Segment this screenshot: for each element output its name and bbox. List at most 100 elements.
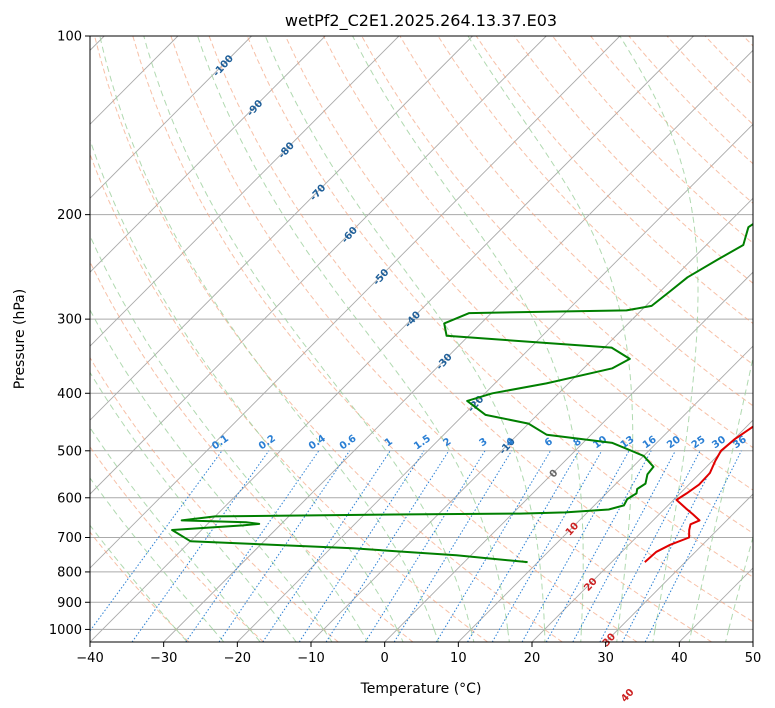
mixing-ratio-line bbox=[90, 450, 223, 632]
dry-adiabat bbox=[90, 152, 488, 642]
moist-adiabat bbox=[688, 629, 693, 642]
isotherm-line bbox=[90, 36, 400, 347]
moist-adiabat bbox=[197, 36, 509, 630]
dry-adiabat bbox=[361, 36, 753, 449]
isotherm-label: 40 bbox=[619, 687, 637, 705]
moist-adiabat bbox=[286, 629, 297, 642]
y-tick-label: 200 bbox=[57, 208, 82, 223]
dewpoint-profile bbox=[171, 222, 753, 564]
isotherm-line bbox=[90, 36, 547, 495]
moist-adiabat bbox=[90, 477, 214, 630]
y-tick-label: 700 bbox=[57, 531, 82, 546]
moist-adiabat bbox=[691, 355, 753, 630]
mixing-ratio-line bbox=[545, 450, 652, 642]
x-tick-label: 20 bbox=[524, 651, 541, 666]
profiles bbox=[171, 222, 753, 564]
moist-adiabat bbox=[507, 629, 510, 642]
moist-adiabat bbox=[359, 629, 369, 642]
isotherm-line bbox=[384, 271, 753, 642]
moist-adiabat bbox=[90, 308, 324, 630]
y-tick-label: 300 bbox=[57, 313, 82, 328]
isotherm-line bbox=[458, 345, 753, 642]
isotherm-line bbox=[237, 123, 753, 642]
dry-adiabat bbox=[170, 36, 712, 642]
y-tick-label: 600 bbox=[57, 491, 82, 506]
dry-adiabat bbox=[90, 446, 264, 642]
isotherm-line bbox=[605, 493, 753, 642]
x-axis: −40 −30 −20 −10 0 10 20 30 40 50 bbox=[76, 642, 761, 666]
plot-area bbox=[90, 36, 753, 642]
mixing-ratio-line bbox=[218, 450, 351, 642]
dry-adiabat bbox=[208, 36, 753, 623]
mixing-ratio-line bbox=[572, 450, 676, 642]
y-tick-label: 400 bbox=[57, 387, 82, 402]
chart-title: wetPf2_C2E1.2025.264.13.37.E03 bbox=[285, 11, 557, 31]
background-lines bbox=[90, 36, 753, 642]
plot-frame bbox=[89, 35, 754, 643]
mixing-ratio-line bbox=[325, 450, 450, 642]
dry-adiabat bbox=[284, 36, 753, 534]
dry-adiabat bbox=[90, 356, 339, 642]
y-tick-label: 800 bbox=[57, 565, 82, 580]
moist-adiabat bbox=[90, 234, 361, 630]
moist-adiabat bbox=[470, 629, 475, 642]
isotherm-line bbox=[90, 36, 326, 273]
moist-adiabat bbox=[212, 629, 225, 642]
moist-adiabat bbox=[728, 535, 753, 630]
mixing-ratio-line bbox=[644, 450, 742, 642]
x-tick-label: −20 bbox=[224, 651, 251, 666]
mixing-ratio-line bbox=[393, 450, 513, 642]
x-tick-label: 10 bbox=[450, 651, 467, 666]
moist-adiabat bbox=[143, 36, 472, 630]
y-tick-label: 100 bbox=[57, 30, 82, 45]
dry-adiabat bbox=[132, 36, 638, 642]
x-tick-label: −10 bbox=[297, 651, 324, 666]
dry-adiabat bbox=[246, 36, 753, 578]
moist-adiabat bbox=[616, 629, 619, 642]
y-tick-label: 1000 bbox=[49, 623, 82, 638]
mixing-ratio-line bbox=[131, 450, 270, 642]
moist-adiabat bbox=[90, 371, 288, 630]
moist-adiabat bbox=[652, 629, 656, 642]
moist-adiabat bbox=[433, 629, 439, 642]
dry-adiabat bbox=[513, 36, 753, 284]
moist-adiabat bbox=[396, 629, 404, 642]
mixing-ratio-line bbox=[185, 450, 320, 642]
mixing-ratio-line bbox=[599, 450, 701, 642]
moist-adiabat bbox=[90, 524, 177, 630]
x-tick-label: 30 bbox=[597, 651, 614, 666]
x-tick-label: −40 bbox=[76, 651, 103, 666]
isotherm-line bbox=[752, 641, 753, 642]
mixing-ratio-line bbox=[364, 450, 486, 642]
isotherm-line bbox=[90, 36, 473, 421]
mixing-ratio-line bbox=[435, 450, 551, 642]
x-tick-label: 40 bbox=[671, 651, 688, 666]
moist-adiabat bbox=[323, 629, 333, 642]
mixing-ratio-line bbox=[521, 450, 630, 642]
y-axis: 100 200 300 400 500 600 700 800 900 1000 bbox=[49, 30, 90, 638]
moist-adiabat bbox=[264, 36, 545, 630]
mixing-ratio-line bbox=[298, 450, 425, 642]
moist-adiabat bbox=[580, 629, 582, 642]
moist-adiabat bbox=[725, 629, 730, 642]
temperature-profile bbox=[644, 425, 753, 563]
moist-adiabat bbox=[90, 426, 251, 630]
isotherm-line bbox=[531, 419, 753, 642]
dry-adiabat bbox=[323, 36, 753, 491]
y-tick-label: 500 bbox=[57, 444, 82, 459]
isotherm-line bbox=[90, 36, 252, 199]
dry-adiabat bbox=[90, 531, 190, 642]
moist-adiabat bbox=[175, 629, 188, 642]
moist-adiabat bbox=[99, 36, 435, 630]
moist-adiabat bbox=[352, 36, 584, 630]
x-tick-label: 50 bbox=[745, 651, 762, 666]
moist-adiabat bbox=[467, 36, 634, 630]
moist-adiabat bbox=[249, 629, 261, 642]
y-axis-label: Pressure (hPa) bbox=[12, 289, 28, 389]
isotherm-line bbox=[163, 49, 753, 642]
x-tick-label: −30 bbox=[150, 651, 177, 666]
moist-adiabat bbox=[544, 629, 546, 642]
dry-adiabat bbox=[94, 36, 563, 642]
mixing-ratio-line bbox=[621, 450, 722, 642]
